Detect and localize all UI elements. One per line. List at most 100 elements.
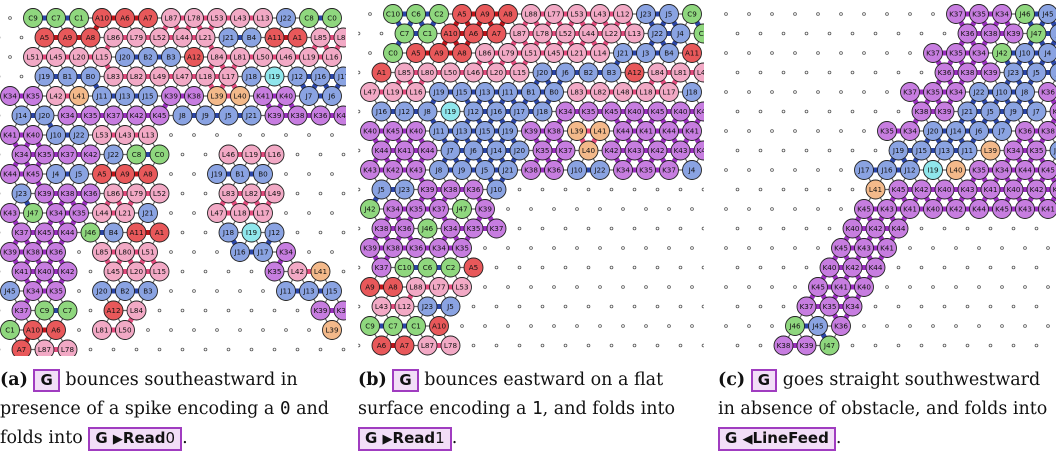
tile-node: B0 [544,82,564,102]
tile-node: L18 [636,82,656,102]
tile-circle [1015,121,1035,141]
tile-node: K35 [946,43,966,63]
lattice-dot [735,109,740,114]
tile-node: K37 [11,300,32,321]
tile-label: B4 [247,33,257,42]
lattice-dot [598,207,602,211]
tile-label: K44 [662,127,676,136]
tile-label: K39 [800,341,814,350]
tile-label: K41 [834,283,848,292]
tile-node: L40 [230,86,250,106]
lattice-dot [735,187,740,192]
tile-node: L51 [23,47,43,67]
lattice-dot [850,187,855,192]
tile-label: K45 [857,205,871,214]
tile-node: L86 [475,43,495,63]
lattice-dot [540,226,545,231]
lattice-dot [919,304,924,309]
lattice-dot [816,51,820,55]
caption-b-text-1: bounces eastward on a flat surface encod… [358,370,664,419]
tile-node: K39 [521,121,541,141]
tile-circle [394,101,415,122]
tile-label: L52 [153,33,166,42]
tile-circle [80,66,101,87]
tile-label: K35 [26,92,40,101]
tile-circle [911,140,932,161]
tile-node: A9 [115,164,135,184]
tile-label: K36 [84,189,98,198]
tile-label: J20 [38,111,51,120]
tile-circle [946,121,966,141]
tile-node: C2 [429,4,449,24]
tile-label: K40 [938,185,952,194]
tile-label: L79 [130,189,144,198]
tile-circle [310,261,331,282]
lattice-dot [827,226,832,231]
tile-node: L81 [92,320,112,340]
lattice-dot [747,246,751,250]
tile-circle [230,203,250,223]
tile-label: K37 [432,205,446,214]
lattice-dot [724,285,728,289]
tile-label: K42 [697,146,704,155]
tile-label: L52 [559,29,572,38]
tile-label: C9 [687,10,697,19]
tile-node: K36 [934,62,955,83]
tile-circle [34,144,55,165]
tile-node: L14 [590,43,610,63]
tile-circle [103,300,124,321]
tile-circle [276,8,296,28]
tile-circle [969,43,989,63]
lattice-dot [954,324,958,328]
tile-node: J11 [429,121,449,141]
lattice-dot [793,90,797,94]
tile-circle [138,281,158,301]
lattice-dot [781,31,786,36]
tile-label: K38 [187,92,201,101]
tile-circle [383,43,403,63]
tile-circle [253,86,273,106]
tile-node: L39 [980,140,1001,161]
tile-node: K39 [475,199,495,219]
tile-label: K39 [363,244,377,253]
tile-circle [590,4,610,24]
tile-label: K38 [915,107,929,116]
tile-label: J20 [513,146,526,155]
lattice-dot [1046,285,1050,289]
tile-circle [92,125,112,145]
tile-node: L18 [195,66,216,87]
caption-b-letter: (b) [358,370,387,390]
tile-circle [417,296,438,317]
tile-node: L20 [69,47,89,67]
lattice-dot [552,324,556,328]
tile-node: A5 [92,164,112,184]
tile-circle [659,82,679,102]
tile-circle [1049,63,1056,82]
tile-node: C8 [299,8,319,28]
tile-circle [34,339,55,356]
tile-circle [578,62,599,83]
tile-node: J22 [276,8,296,28]
tile-node: J10 [486,179,507,200]
tile-label: J42 [995,49,1007,58]
tile-node: A8 [383,277,403,297]
tile-label: L50 [256,53,270,62]
tile-node: K36 [463,179,484,200]
lattice-dot [1011,304,1016,309]
tile-label: J22 [72,131,84,140]
lattice-dot [919,31,924,36]
tile-circle [92,8,112,28]
tile-circle [115,281,135,301]
tile-circle [440,218,461,239]
tile-label: K44 [1053,185,1056,194]
tile-circle [429,160,449,180]
caption-b-text-2: and folds into [553,399,676,419]
tile-label: L49 [268,189,282,198]
tile-node: K44 [659,121,679,141]
tile-node: J23 [1003,62,1024,83]
lattice-dot [192,211,196,215]
lattice-dot [667,246,671,250]
tile-circle [23,86,43,106]
tile-label: K38 [547,127,561,136]
lattice-dot [747,129,751,133]
